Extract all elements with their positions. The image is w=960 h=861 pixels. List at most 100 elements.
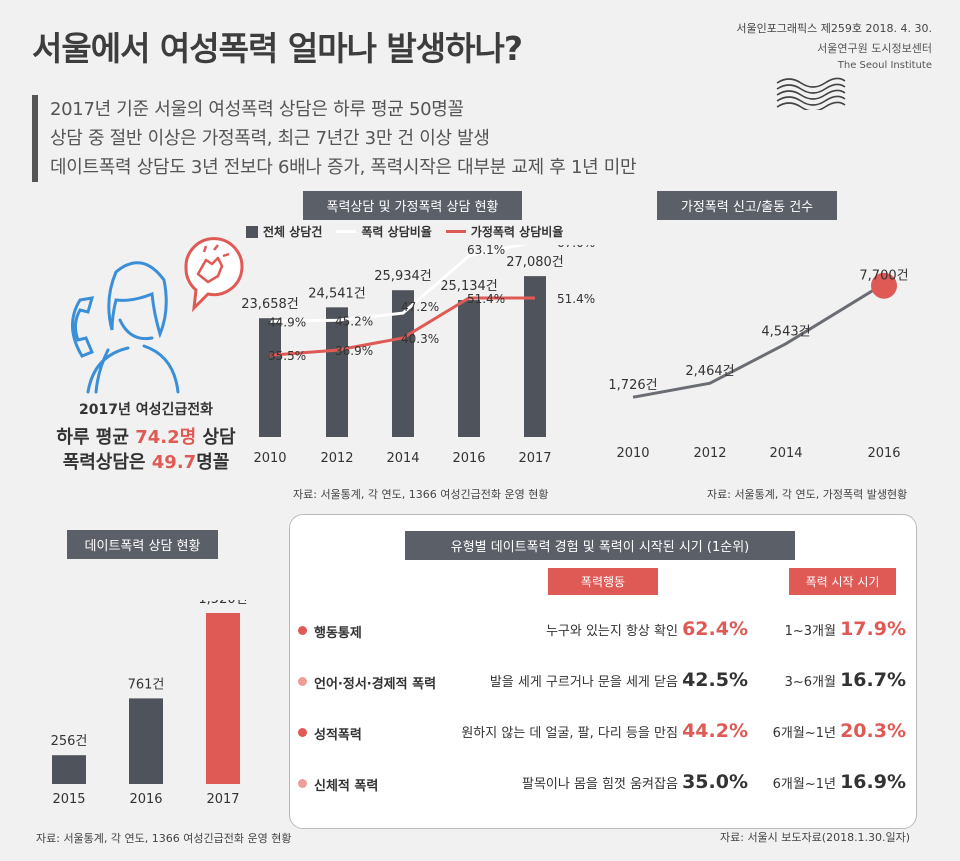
point-value-label: 7,700건 xyxy=(859,269,908,284)
x-tick-label: 2010 xyxy=(616,446,649,461)
behavior-text: 팔목이나 몸을 힘껏 움켜잡음 xyxy=(522,777,678,792)
start-cell: 6개월~1년 20.3% xyxy=(773,720,906,742)
behavior-percent: 44.2% xyxy=(682,720,748,742)
bar-value-label: 23,658건 xyxy=(241,297,298,312)
x-tick-label: 2017 xyxy=(518,451,551,466)
behavior-text: 원하지 않는 데 얼굴, 팔, 다리 등을 만짐 xyxy=(461,726,678,741)
hotline-illustration xyxy=(71,237,244,394)
chart3-title: 데이트폭력 상담 현황 xyxy=(67,530,218,559)
line-value-label: 35.5% xyxy=(268,349,306,363)
chart2-title: 가정폭력 신고/출동 건수 xyxy=(657,191,837,220)
org-en-label: The Seoul Institute xyxy=(837,60,932,71)
hotline-text: 명꼴 xyxy=(196,452,230,473)
category-dot xyxy=(298,779,307,788)
start-text: 6개월~1년 xyxy=(772,726,836,741)
behavior-percent: 62.4% xyxy=(682,618,748,640)
fist-icon xyxy=(196,244,230,284)
line-value-label: 36.9% xyxy=(335,344,373,358)
x-tick-label: 2016 xyxy=(867,446,900,461)
hotline-stats: 2017년 여성긴급전화 하루 평균 74.2명 상담 폭력상담은 49.7명꼴 xyxy=(36,399,256,475)
behavior-cell: 누구와 있는지 항상 확인 62.4% xyxy=(546,618,748,640)
highlight-point xyxy=(871,272,897,299)
hotline-text: 상담 xyxy=(196,427,236,448)
legend-swatch-line-white xyxy=(336,230,357,233)
counseling-chart: 23,658건 2010 24,541건 2012 25,934건 2014 25,134건… xyxy=(241,245,595,466)
line-value-label: 45.2% xyxy=(335,314,373,328)
legend-label: 전체 상담건 xyxy=(263,225,323,239)
hotline-text: 폭력상담은 xyxy=(62,452,152,473)
bar xyxy=(326,307,348,437)
behavior-text: 누구와 있는지 항상 확인 xyxy=(545,624,678,639)
phone-icon xyxy=(71,296,95,358)
org-label: 서울연구원 도시정보센터 xyxy=(817,42,932,55)
line-value-label: 51.4% xyxy=(557,292,595,306)
x-tick-label: 2016 xyxy=(129,792,162,807)
x-tick-label: 2016 xyxy=(452,451,485,466)
bar xyxy=(259,318,281,437)
publication-info: 서울인포그래픽스 제259호 2018. 4. 30. 서울연구원 도시정보센터… xyxy=(736,20,932,74)
dating-violence-table-panel: 유형별 데이트폭력 경험 및 폭력이 시작된 시기 (1순위) 폭력행동 폭력 … xyxy=(289,514,917,829)
category-dot xyxy=(298,728,307,737)
behavior-percent: 42.5% xyxy=(682,669,748,691)
x-tick-label: 2015 xyxy=(52,792,85,807)
category-label: 신체적 폭력 xyxy=(314,779,379,794)
legend-label: 가정폭력 상담비율 xyxy=(470,225,564,239)
hotline-value: 74.2명 xyxy=(135,427,197,448)
line-value-label: 67.0% xyxy=(557,245,595,250)
bar-value-label: 25,934건 xyxy=(374,269,431,284)
start-cell: 3~6개월 16.7% xyxy=(785,669,906,691)
legend-label: 폭력 상담비율 xyxy=(361,225,432,239)
summary-line: 2017년 기준 서울의 여성폭력 상담은 하루 평균 50명꼴 xyxy=(50,99,464,120)
woman-icon xyxy=(86,261,180,394)
column-header-start: 폭력 시작 시기 xyxy=(789,568,896,595)
bar xyxy=(52,755,86,784)
x-tick-label: 2012 xyxy=(693,446,726,461)
line-value-label: 63.1% xyxy=(467,245,505,257)
dating-violence-chart: 256건 2015 761건 2016 1,520건 2017 xyxy=(51,600,248,807)
category-dot xyxy=(298,626,307,635)
start-percent: 16.7% xyxy=(840,669,906,691)
table-title: 유형별 데이트폭력 경험 및 폭력이 시작된 시기 (1순위) xyxy=(405,531,795,560)
bar xyxy=(458,300,480,437)
bar-value-label: 25,134건 xyxy=(440,279,497,294)
bar-value-label: 1,520건 xyxy=(198,600,247,607)
category-label: 성적폭력 xyxy=(314,728,362,743)
line-value-label: 44.9% xyxy=(268,315,306,329)
hotline-title: 2017년 여성긴급전화 xyxy=(79,402,213,418)
legend-swatch-line-red xyxy=(445,230,466,233)
chart2-source: 자료: 서울통계, 각 연도, 가정폭력 발생현황 xyxy=(707,488,908,501)
issue-label: 서울인포그래픽스 제259호 2018. 4. 30. xyxy=(736,22,932,35)
table-row: 성적폭력 원하지 않는 데 얼굴, 팔, 다리 등을 만짐 44.2% 6개월~1년… xyxy=(290,718,918,748)
bar-value-label: 24,541건 xyxy=(308,286,365,301)
behavior-cell: 발을 세게 구르거나 문을 세게 닫음 42.5% xyxy=(490,669,748,691)
bar-value-label: 761건 xyxy=(128,677,165,692)
start-text: 1~3개월 xyxy=(784,624,836,639)
point-value-label: 2,464건 xyxy=(685,364,734,379)
behavior-cell: 원하지 않는 데 얼굴, 팔, 다리 등을 만짐 44.2% xyxy=(461,720,748,742)
bar xyxy=(392,290,414,437)
table-row: 행동통제 누구와 있는지 항상 확인 62.4% 1~3개월 17.9% xyxy=(290,616,918,646)
hotline-daily: 하루 평균 74.2명 상담 xyxy=(36,425,256,450)
category-label: 행동통제 xyxy=(314,626,362,641)
bar-value-label: 256건 xyxy=(51,734,88,749)
bar xyxy=(524,276,546,437)
point-value-label: 4,543건 xyxy=(761,325,810,340)
behavior-percent: 35.0% xyxy=(682,771,748,793)
start-text: 3~6개월 xyxy=(784,675,836,690)
line-series xyxy=(632,282,885,399)
hotline-violence: 폭력상담은 49.7명꼴 xyxy=(36,450,256,475)
table-row: 언어·정서·경제적 폭력 발을 세게 구르거나 문을 세게 닫음 42.5% 3~6… xyxy=(290,667,918,697)
domestic-violence-chart: 1,726건 2,464건 4,543건 7,700건 2010 2012 2014 2016 xyxy=(608,269,908,461)
seoul-institute-logo-icon xyxy=(776,77,846,110)
point-value-label: 1,726건 xyxy=(608,378,657,393)
chart3-source: 자료: 서울통계, 각 연도, 1366 여성긴급전화 운영 현황 xyxy=(36,832,292,845)
behavior-cell: 팔목이나 몸을 힘껏 움켜잡음 35.0% xyxy=(522,771,748,793)
line-value-label: 47.2% xyxy=(401,300,439,314)
speech-bubble-icon xyxy=(184,237,244,313)
start-text: 6개월~1년 xyxy=(772,777,836,792)
line-series xyxy=(269,245,528,323)
start-percent: 16.9% xyxy=(840,771,906,793)
x-tick-label: 2012 xyxy=(320,451,353,466)
x-tick-label: 2017 xyxy=(206,792,239,807)
category-label: 언어·정서·경제적 폭력 xyxy=(314,677,437,692)
